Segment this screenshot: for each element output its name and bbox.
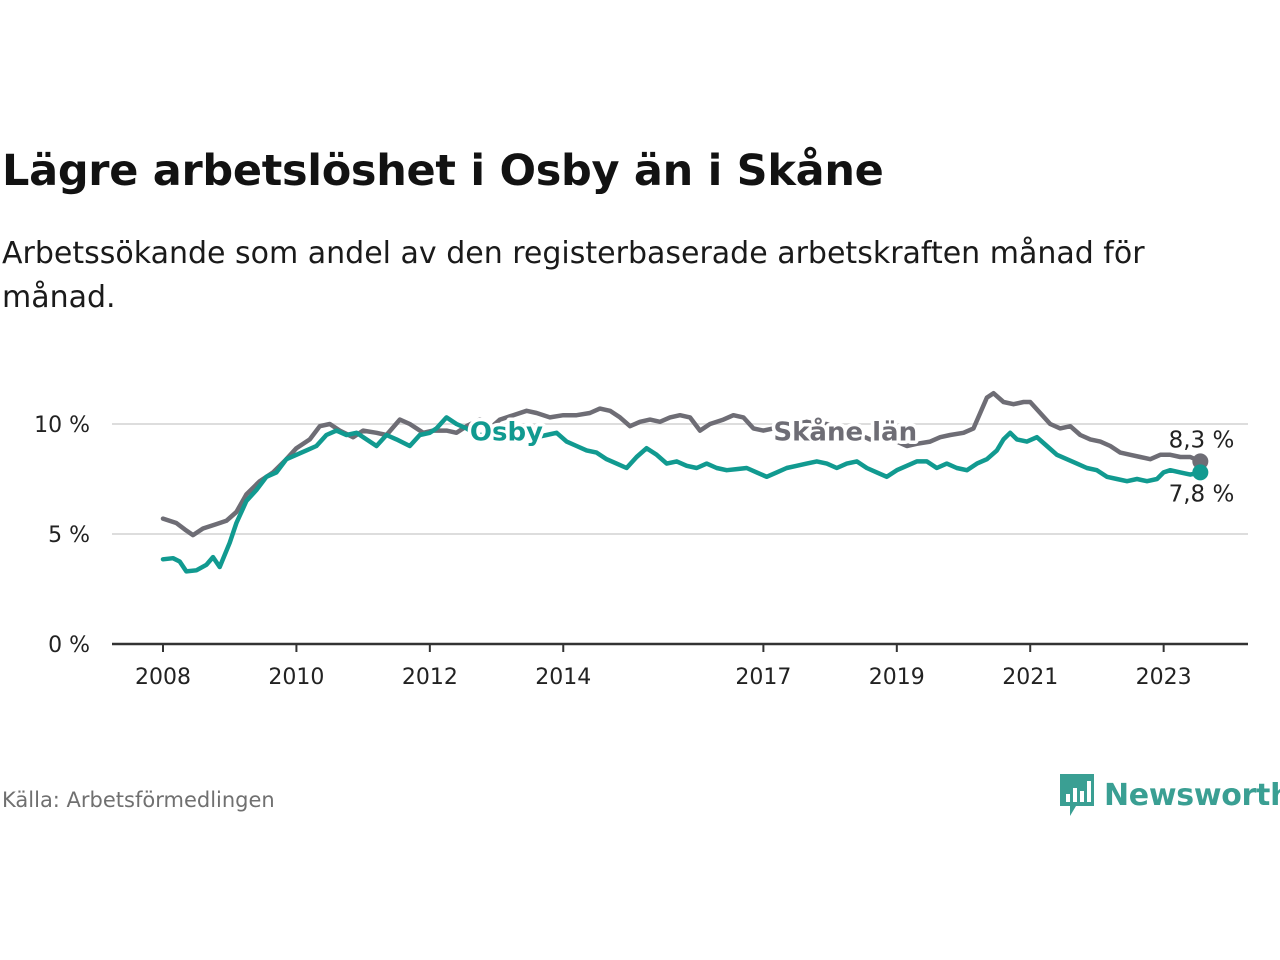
y-tick-label: 5 %	[48, 523, 90, 548]
x-tick-label: 2008	[135, 665, 191, 690]
x-tick-label: 2023	[1136, 665, 1192, 690]
chart-title: Lägre arbetslöshet i Osby än i Skåne	[2, 146, 884, 196]
brand-name: Newsworthy	[1104, 777, 1280, 813]
newsworthy-logo-icon	[1060, 774, 1094, 816]
gridlines	[112, 423, 1248, 535]
series-labels: Skåne län Osby 8,3 % 7,8 %	[466, 412, 1237, 511]
source-note: Källa: Arbetsförmedlingen	[2, 788, 275, 812]
y-tick-label: 10 %	[34, 413, 90, 438]
x-tick-label: 2014	[535, 665, 591, 690]
end-label-skane: 8,3 %	[1169, 427, 1235, 453]
y-tick-label: 0 %	[48, 633, 90, 658]
line-chart: 0 % 5 % 10 % 2008 2010 2012 2014 2017 2019 2021 20…	[34, 390, 1248, 690]
x-tick-label: 2021	[1002, 665, 1058, 690]
series-line-osby	[160, 415, 1203, 574]
end-label-osby: 7,8 %	[1169, 481, 1235, 507]
series-label-osby: Osby	[470, 418, 543, 448]
x-tick-label: 2019	[869, 665, 925, 690]
chart-subtitle: Arbetssökande som andel av den registerb…	[2, 236, 1145, 315]
newsworthy-brand[interactable]: Newsworthy	[1058, 772, 1280, 818]
x-tick-label: 2010	[268, 665, 324, 690]
axes: 0 % 5 % 10 % 2008 2010 2012 2014 2017 2019 2021 20…	[34, 413, 1248, 690]
end-point-skane	[1192, 453, 1209, 470]
x-tick-label: 2017	[735, 665, 791, 690]
series-label-skane: Skåne län	[773, 416, 917, 448]
x-tick-label: 2012	[402, 665, 458, 690]
series-lines	[160, 390, 1209, 574]
end-point-osby	[1192, 464, 1209, 481]
